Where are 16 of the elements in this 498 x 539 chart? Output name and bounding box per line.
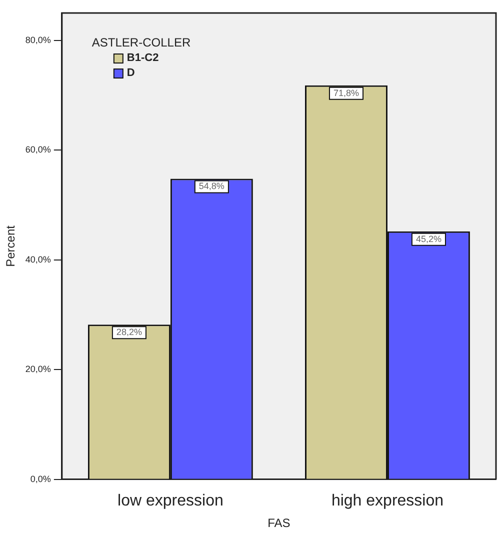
legend-label: D: [126, 67, 135, 80]
y-tick-label: 80,0%: [25, 34, 51, 45]
y-tick-label: 40,0%: [25, 254, 51, 264]
legend-title: ASTLER-COLLER: [92, 35, 191, 50]
x-axis-title: FAS: [268, 516, 290, 530]
y-tick-label: 60,0%: [25, 144, 51, 155]
y-axis-title: Percent: [4, 224, 18, 267]
data-label: 45,2%: [416, 234, 442, 244]
data-label: 54,8%: [198, 181, 224, 192]
data-label: 71,8%: [333, 88, 360, 98]
x-tick-label: high expression: [331, 492, 444, 510]
x-tick-label: low expression: [118, 492, 224, 510]
legend-label: B1-C2: [126, 52, 159, 64]
data-label: 28,2%: [116, 327, 142, 338]
y-tick-label: 0,0%: [30, 474, 51, 484]
y-tick-label: 20,0%: [25, 364, 51, 374]
